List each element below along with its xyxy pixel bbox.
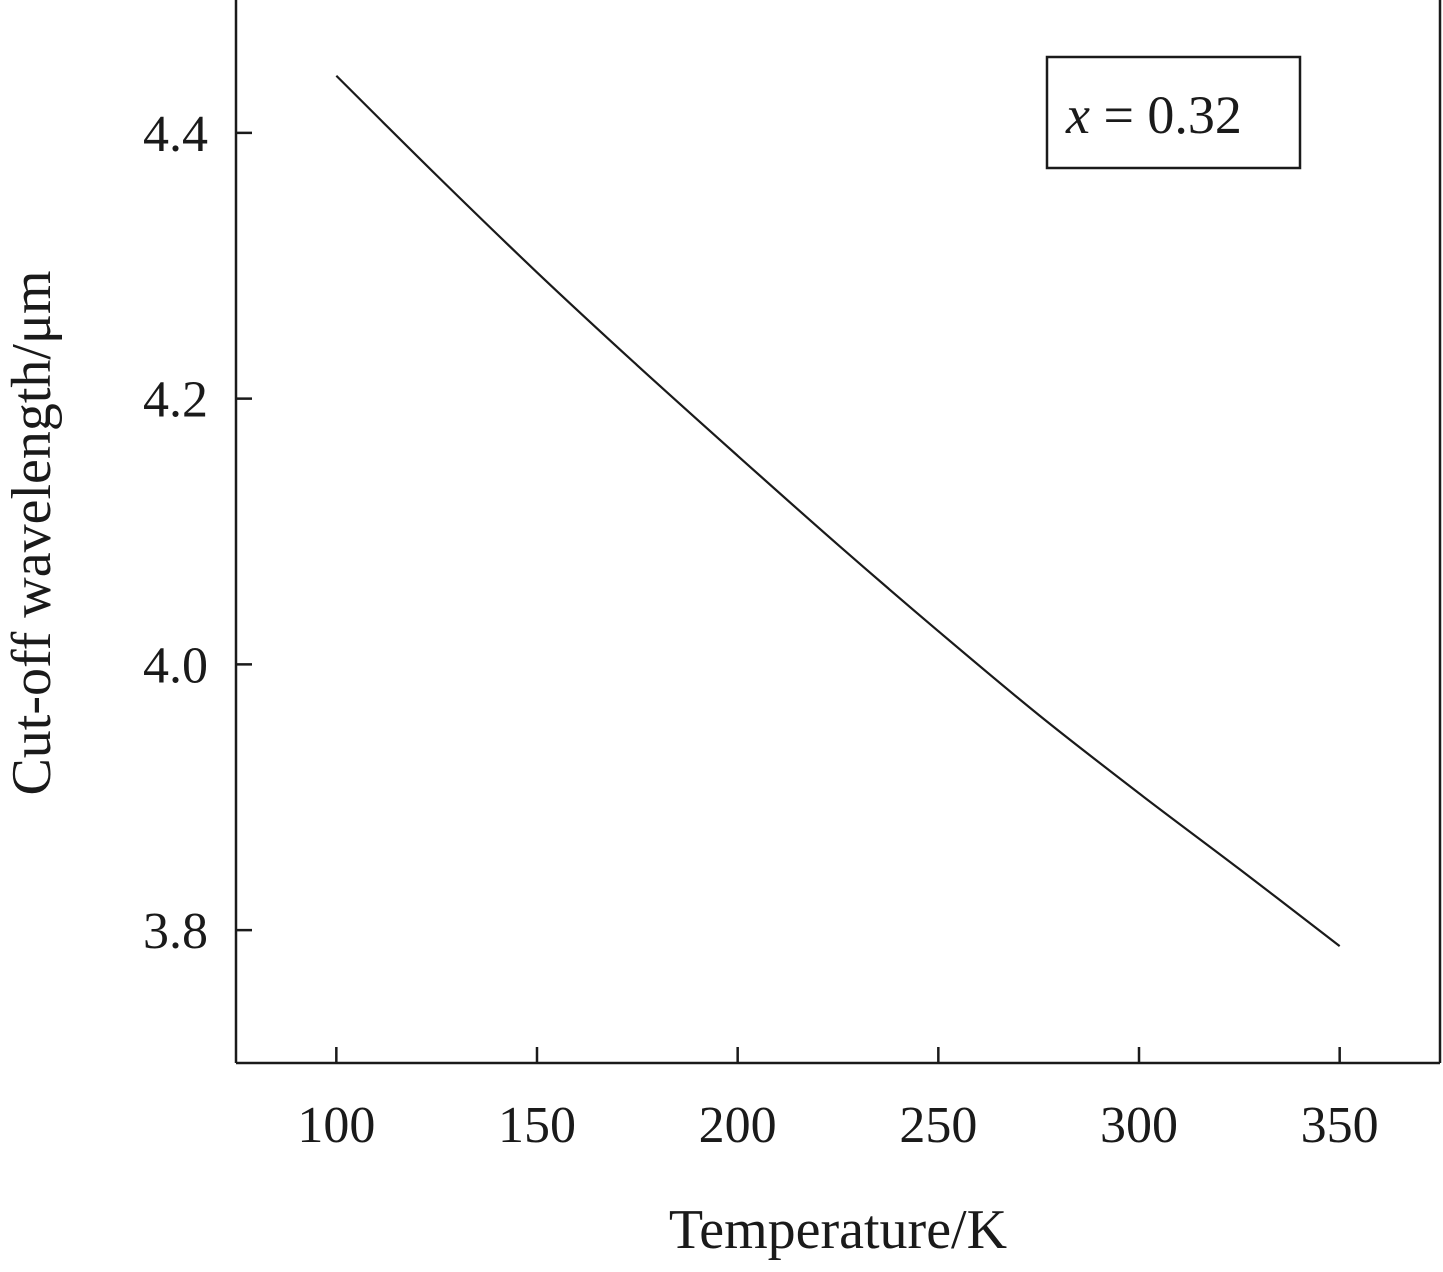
ticks: 100 150 200 250 300 350 3.8 4.0 4.2 4.4 [143,106,1379,1154]
x-tick-label: 150 [498,1097,576,1154]
y-axis-label: Cut-off wavelength/μm [1,270,63,795]
x-tick-label: 250 [899,1097,977,1154]
series-line [335,74,1341,947]
x-axis-label: Temperature/K [669,1199,1007,1261]
y-tick-label: 4.0 [143,637,208,694]
annotation-box: x = 0.32 [1045,55,1302,170]
series [335,74,1341,947]
x-tick-label: 100 [297,1097,375,1154]
x-tick-label: 200 [699,1097,777,1154]
annotation-value: = 0.32 [1090,85,1242,145]
annotation-frame [1045,55,1302,170]
y-tick-label: 4.2 [143,372,208,429]
x-tick-label: 350 [1301,1097,1379,1154]
y-tick-label: 3.8 [143,903,208,960]
y-tick-label: 4.4 [143,106,208,163]
axes [234,0,1442,1065]
annotation-text: x = 0.32 [1065,85,1242,145]
annotation-variable: x [1065,85,1090,145]
x-tick-label: 300 [1100,1097,1178,1154]
